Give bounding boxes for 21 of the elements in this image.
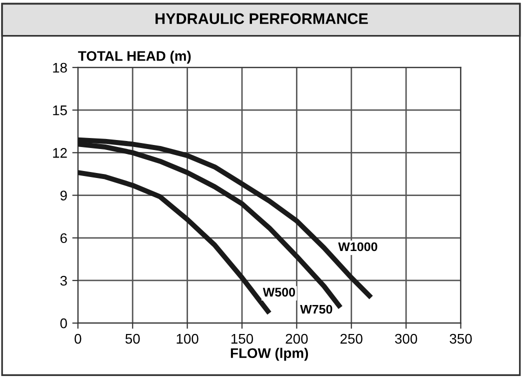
x-tick-label: 50 [125,334,140,344]
chart-title: HYDRAULIC PERFORMANCE [156,13,368,24]
annotation: W750 [300,304,332,314]
annotation: W1000 [338,242,378,252]
x-tick-label: 350 [450,334,472,344]
y-tick-label: 0 [60,318,67,328]
annotation: W500 [262,288,296,297]
y-tick-label: 12 [53,148,67,158]
y-tick-label: 3 [60,276,67,286]
x-axis-title: FLOW (lpm) [230,348,308,361]
x-tick-label: 250 [340,334,362,344]
y-tick-label: 15 [53,106,67,116]
y-tick-label: 6 [60,233,67,244]
y-tick-label: 18 [53,62,67,73]
x-tick-label: 0 [74,334,82,344]
x-tick-label: 200 [286,334,308,344]
y-tick-label: 9 [60,190,67,200]
y-axis-title: TOTAL HEAD (m) [78,50,191,64]
x-tick-label: 150 [231,334,254,344]
x-tick-label: 300 [395,334,418,344]
x-tick-label: 100 [176,334,198,344]
